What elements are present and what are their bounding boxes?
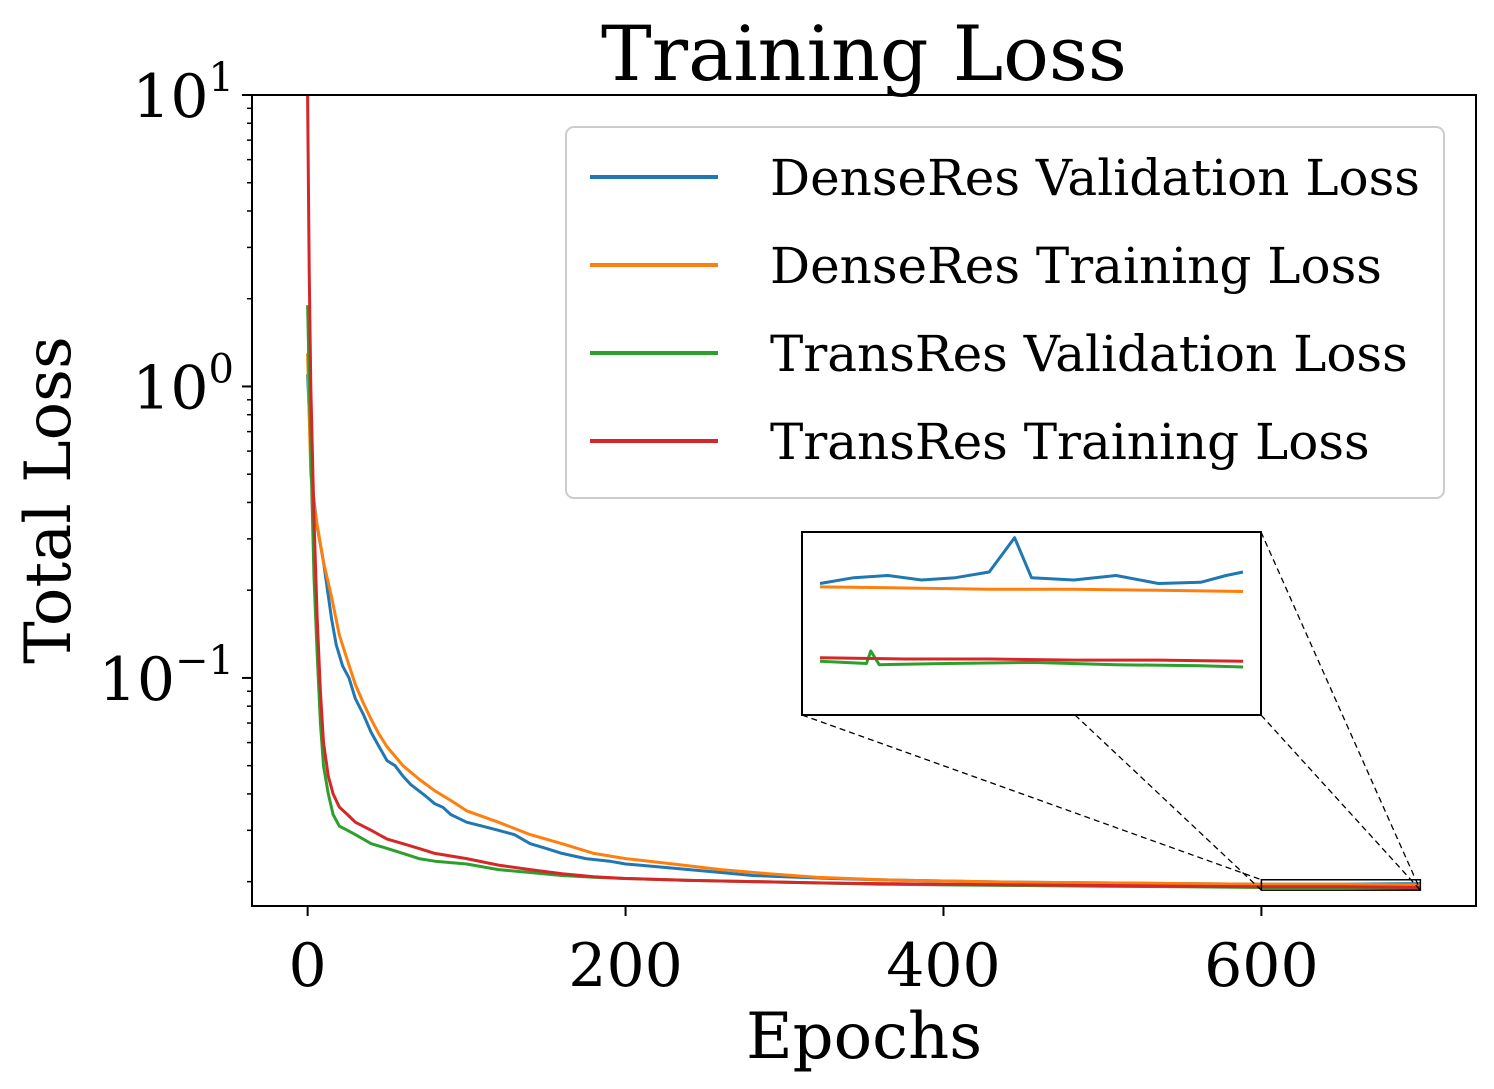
legend-label: TransRes Validation Loss bbox=[770, 325, 1408, 383]
zoom-rectangle bbox=[1260, 879, 1422, 891]
x-tick-label: 600 bbox=[1204, 931, 1319, 1001]
legend-label: TransRes Training Loss bbox=[770, 413, 1370, 471]
series-line-4 bbox=[306, 94, 1421, 889]
x-tick-label: 200 bbox=[568, 931, 683, 1001]
y-tick-label: 101 bbox=[132, 55, 234, 132]
legend-box bbox=[565, 126, 1445, 499]
x-ticks: 0 200 400 600 bbox=[289, 906, 1319, 1001]
zoom-region bbox=[801, 531, 1422, 891]
inset-series-line-2 bbox=[819, 585, 1244, 593]
inset-series-line-1 bbox=[819, 536, 1244, 585]
chart-title: Training Loss bbox=[601, 9, 1127, 98]
x-tick-label: 0 bbox=[289, 931, 327, 1001]
inset-series-line-4 bbox=[819, 656, 1244, 663]
legend-label: DenseRes Validation Loss bbox=[770, 149, 1420, 207]
legend: DenseRes Validation Loss DenseRes Trainin… bbox=[565, 126, 1445, 499]
inset-background bbox=[802, 532, 1261, 715]
zoom-connector-line bbox=[1260, 531, 1421, 891]
y-axis-label: Total Loss bbox=[12, 336, 86, 664]
plot-frame bbox=[251, 94, 1477, 907]
series-line-2 bbox=[306, 353, 1421, 887]
y-tick-label: 100 bbox=[132, 346, 234, 423]
y-tick-exponent: 0 bbox=[209, 346, 234, 392]
y-tick-exponent: 1 bbox=[209, 55, 234, 101]
plot-lines bbox=[306, 94, 1421, 890]
inset-frame bbox=[801, 531, 1262, 716]
x-tick-label: 400 bbox=[886, 931, 1001, 1001]
x-axis-label: Epochs bbox=[746, 1000, 982, 1074]
y-tick-base: 10 bbox=[99, 645, 175, 715]
y-tick-base: 10 bbox=[132, 353, 208, 423]
zoom-connector-line bbox=[1074, 714, 1262, 891]
y-tick-exponent: −1 bbox=[175, 638, 234, 684]
y-tick-label: 10−1 bbox=[99, 638, 234, 715]
y-tick-base: 10 bbox=[132, 62, 208, 132]
inset-plot bbox=[801, 531, 1262, 716]
zoom-connector-line bbox=[801, 714, 1262, 881]
legend-label: DenseRes Training Loss bbox=[770, 237, 1382, 295]
